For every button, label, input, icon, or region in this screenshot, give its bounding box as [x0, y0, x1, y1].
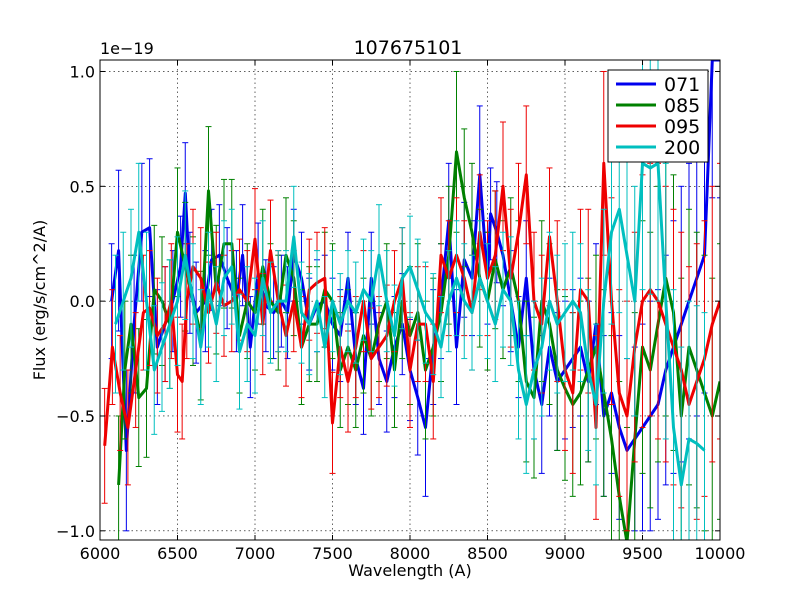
y-tick-label: 1.0 [70, 62, 95, 81]
chart-title: 107675101 [354, 37, 463, 59]
legend-label-085: 085 [664, 95, 700, 117]
x-axis-title: Wavelength (A) [348, 561, 471, 580]
x-tick-label: 9500 [622, 544, 663, 563]
x-tick-label: 7500 [312, 544, 353, 563]
y-axis-title: Flux (erg/s/cm^2/A) [30, 220, 49, 381]
axis-ticks: 6000 6500 7000 7500 8000 8500 9000 9500 10000 −1.… [56, 60, 745, 563]
x-tick-label: 6500 [157, 544, 198, 563]
x-tick-label: 9000 [545, 544, 586, 563]
legend-label-071: 071 [664, 74, 700, 96]
y-tick-label: 0.5 [70, 177, 95, 196]
y-tick-label: −0.5 [56, 407, 95, 426]
legend-label-200: 200 [664, 137, 700, 159]
y-tick-label: −1.0 [56, 522, 95, 541]
y-tick-label: 0.0 [70, 292, 95, 311]
plot-area [101, 60, 720, 540]
legend-label-095: 095 [664, 116, 700, 138]
series-line-200 [114, 161, 706, 487]
x-tick-label: 10000 [695, 544, 746, 563]
series-line-095 [103, 161, 720, 446]
x-tick-label: 8000 [390, 544, 431, 563]
y-offset-label: 1e−19 [100, 39, 154, 58]
x-tick-label: 8500 [467, 544, 508, 563]
x-tick-label: 7000 [235, 544, 276, 563]
x-tick-label: 6000 [80, 544, 121, 563]
